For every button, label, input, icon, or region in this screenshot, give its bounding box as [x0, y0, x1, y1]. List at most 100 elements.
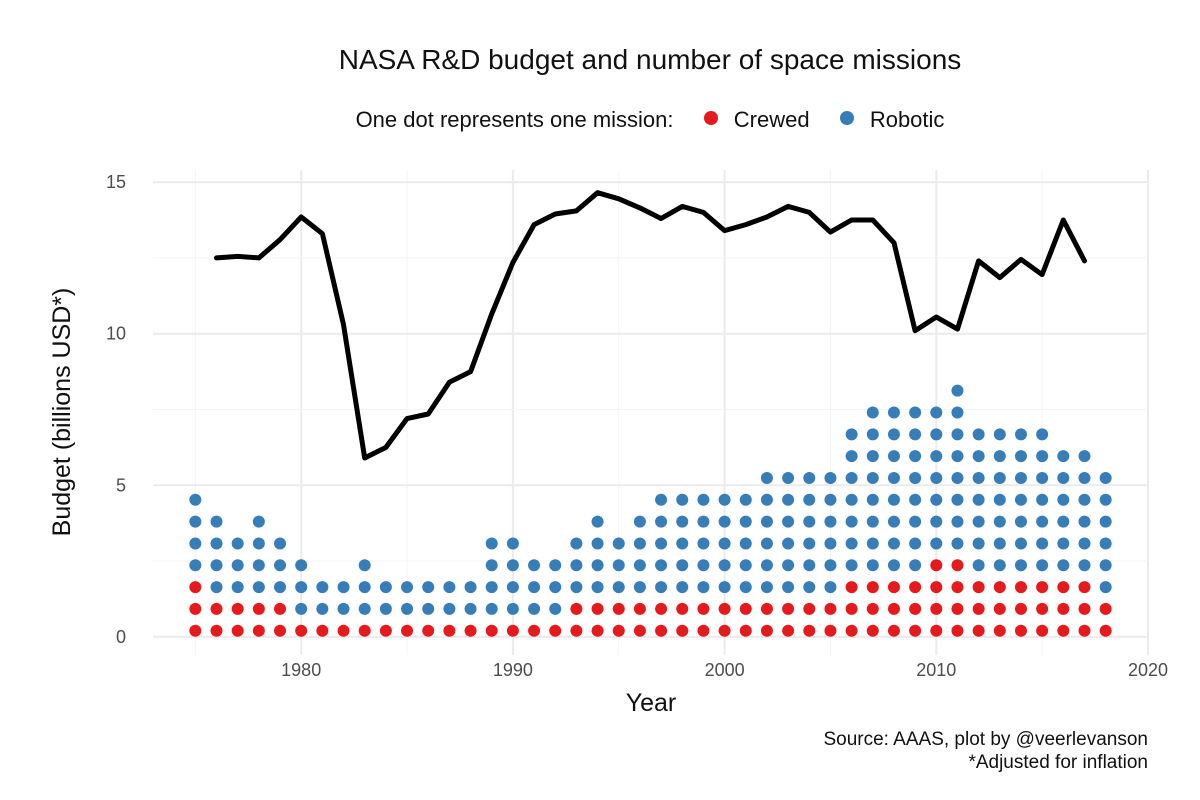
- x-tick-label: 1990: [493, 660, 533, 680]
- crewed-mission-dot: [570, 624, 583, 637]
- robotic-mission-dot: [1099, 581, 1112, 594]
- robotic-mission-dot: [887, 537, 900, 550]
- robotic-mission-dot: [1014, 493, 1027, 506]
- robotic-mission-dot: [845, 559, 858, 572]
- robotic-mission-dot: [612, 537, 625, 550]
- robotic-mission-dot: [570, 559, 583, 572]
- robotic-mission-dot: [422, 581, 435, 594]
- robotic-mission-dot: [210, 537, 223, 550]
- robotic-mission-dot: [528, 602, 541, 615]
- robotic-mission-dot: [972, 515, 985, 528]
- crewed-mission-dot: [909, 581, 922, 594]
- robotic-mission-dot: [803, 493, 816, 506]
- robotic-mission-dot: [570, 581, 583, 594]
- robotic-mission-dot: [887, 406, 900, 419]
- robotic-mission-dot: [443, 581, 456, 594]
- crewed-mission-dot: [866, 581, 879, 594]
- robotic-mission-dot: [845, 515, 858, 528]
- crewed-mission-dot: [951, 581, 964, 594]
- robotic-mission-dot: [633, 537, 646, 550]
- crewed-mission-dot: [845, 581, 858, 594]
- crewed-mission-dot: [845, 602, 858, 615]
- robotic-mission-dot: [1099, 493, 1112, 506]
- robotic-mission-dot: [506, 559, 519, 572]
- crewed-mission-dot: [782, 602, 795, 615]
- crewed-mission-dot: [930, 559, 943, 572]
- robotic-mission-dot: [760, 471, 773, 484]
- robotic-mission-dot: [485, 581, 498, 594]
- robotic-mission-dot: [718, 515, 731, 528]
- robotic-mission-dot: [930, 406, 943, 419]
- crewed-mission-dot: [824, 624, 837, 637]
- x-tick-label: 1980: [281, 660, 321, 680]
- robotic-mission-dot: [909, 450, 922, 463]
- robotic-mission-dot: [295, 581, 308, 594]
- crewed-mission-dot: [760, 624, 773, 637]
- crewed-mission-dot: [760, 602, 773, 615]
- robotic-mission-dot: [591, 515, 604, 528]
- robotic-mission-dot: [760, 493, 773, 506]
- robotic-mission-dot: [655, 493, 668, 506]
- robotic-mission-dot: [697, 581, 710, 594]
- robotic-mission-dot: [1036, 515, 1049, 528]
- robotic-mission-dot: [464, 602, 477, 615]
- robotic-mission-dot: [1057, 537, 1070, 550]
- y-tick-labels: 0 5 10 15: [106, 172, 126, 647]
- robotic-mission-dot: [422, 602, 435, 615]
- robotic-mission-dot: [1078, 515, 1091, 528]
- robotic-mission-dot: [760, 559, 773, 572]
- robotic-mission-dot: [909, 493, 922, 506]
- inflation-note: *Adjusted for inflation: [968, 752, 1148, 773]
- source-note: Source: AAAS, plot by @veerlevanson: [823, 729, 1148, 750]
- robotic-mission-dot: [760, 515, 773, 528]
- robotic-mission-dot: [316, 602, 329, 615]
- robotic-mission-dot: [1014, 428, 1027, 441]
- crewed-mission-dot: [1036, 581, 1049, 594]
- crewed-mission-dot: [1099, 624, 1112, 637]
- robotic-mission-dot: [485, 602, 498, 615]
- robotic-mission-dot: [676, 559, 689, 572]
- robotic-mission-dot: [824, 493, 837, 506]
- robotic-mission-dot: [401, 602, 414, 615]
- y-axis-label: Budget (billions USD*): [48, 288, 76, 537]
- crewed-mission-dot: [739, 624, 752, 637]
- crewed-mission-dot: [633, 602, 646, 615]
- crewed-mission-dot: [485, 624, 498, 637]
- crewed-mission-dot: [612, 624, 625, 637]
- x-tick-labels: 1980 1990 2000 2010 2020: [281, 660, 1168, 680]
- robotic-mission-dot: [887, 450, 900, 463]
- robotic-mission-dot: [252, 559, 265, 572]
- crewed-mission-dot: [887, 624, 900, 637]
- robotic-mission-dot: [1078, 537, 1091, 550]
- robotic-mission-dot: [782, 515, 795, 528]
- robotic-mission-dot: [993, 515, 1006, 528]
- crewed-mission-dot: [824, 602, 837, 615]
- robotic-mission-dot: [972, 537, 985, 550]
- robotic-mission-dot: [697, 537, 710, 550]
- robotic-mission-dot: [210, 515, 223, 528]
- robotic-mission-dot: [485, 537, 498, 550]
- robotic-mission-dot: [739, 515, 752, 528]
- crewed-mission-dot: [1014, 602, 1027, 615]
- crewed-mission-dot: [1057, 581, 1070, 594]
- robotic-mission-dot: [633, 515, 646, 528]
- robotic-mission-dot: [993, 428, 1006, 441]
- crewed-mission-dot: [443, 624, 456, 637]
- robotic-mission-dot: [739, 537, 752, 550]
- robotic-mission-dot: [845, 428, 858, 441]
- robotic-mission-dot: [549, 602, 562, 615]
- robotic-mission-dot: [718, 493, 731, 506]
- crewed-mission-dot: [803, 624, 816, 637]
- robotic-mission-dot: [951, 471, 964, 484]
- crewed-mission-dot: [930, 581, 943, 594]
- crewed-mission-dot: [252, 602, 265, 615]
- robotic-mission-dot: [1036, 493, 1049, 506]
- robotic-mission-dot: [189, 493, 202, 506]
- robotic-mission-dot: [951, 384, 964, 397]
- robotic-mission-dot: [824, 471, 837, 484]
- robotic-mission-dot: [866, 515, 879, 528]
- robotic-mission-dot: [866, 471, 879, 484]
- crewed-mission-dot: [358, 624, 371, 637]
- robotic-mission-dot: [295, 559, 308, 572]
